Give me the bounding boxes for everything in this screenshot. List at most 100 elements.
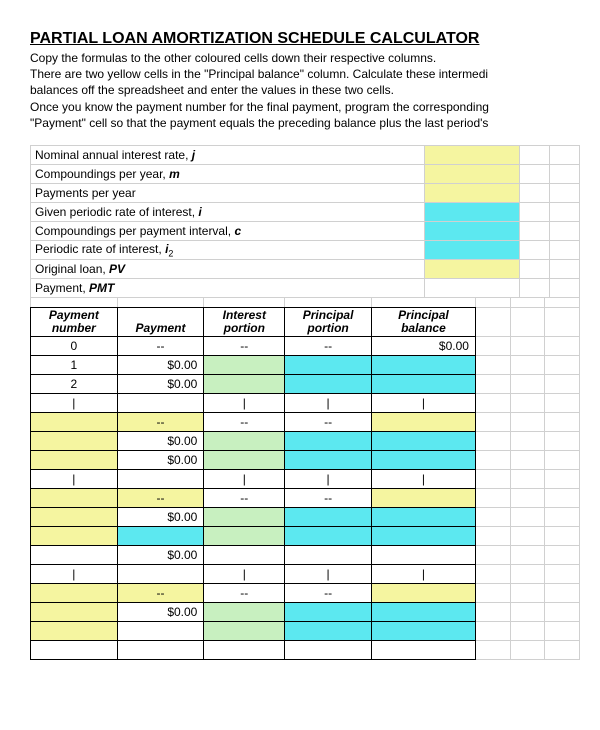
- schedule-cell[interactable]: [31, 451, 118, 470]
- schedule-cell: $0.00: [117, 432, 204, 451]
- extra-cell: [475, 527, 510, 546]
- extra-cell: [545, 584, 580, 603]
- schedule-cell[interactable]: [204, 432, 285, 451]
- schedule-cell[interactable]: [371, 432, 475, 451]
- extra-cell: [510, 375, 545, 394]
- schedule-cell[interactable]: [371, 489, 475, 508]
- schedule-cell: |: [371, 565, 475, 584]
- schedule-cell[interactable]: [285, 432, 372, 451]
- extra-cell: [510, 527, 545, 546]
- schedule-cell[interactable]: [371, 622, 475, 641]
- extra-cell: [550, 164, 580, 183]
- table-row: ||||: [31, 565, 580, 584]
- schedule-cell[interactable]: [117, 527, 204, 546]
- schedule-cell: |: [285, 565, 372, 584]
- schedule-cell[interactable]: [285, 508, 372, 527]
- schedule-cell[interactable]: [285, 527, 372, 546]
- extra-cell: [510, 337, 545, 356]
- schedule-cell: |: [31, 470, 118, 489]
- schedule-cell[interactable]: [204, 451, 285, 470]
- col-header-principal-balance: Principalbalance: [371, 307, 475, 336]
- schedule-cell[interactable]: [371, 451, 475, 470]
- instruction-line: Copy the formulas to the other coloured …: [30, 50, 580, 66]
- schedule-cell[interactable]: --: [117, 413, 204, 432]
- table-row: [31, 622, 580, 641]
- schedule-cell[interactable]: [31, 603, 118, 622]
- param-input-cell[interactable]: [425, 259, 520, 278]
- param-input-cell[interactable]: [425, 278, 520, 297]
- table-row: $0.00: [31, 546, 580, 565]
- schedule-cell[interactable]: [285, 622, 372, 641]
- extra-cell: [550, 221, 580, 240]
- schedule-cell[interactable]: [371, 508, 475, 527]
- param-label: Nominal annual interest rate, j: [31, 145, 425, 164]
- extra-cell: [510, 489, 545, 508]
- schedule-cell[interactable]: [31, 527, 118, 546]
- schedule-cell: [285, 641, 372, 660]
- schedule-cell: [31, 546, 118, 565]
- param-input-cell[interactable]: [425, 145, 520, 164]
- schedule-cell: |: [285, 470, 372, 489]
- schedule-cell[interactable]: [204, 622, 285, 641]
- schedule-cell[interactable]: [285, 451, 372, 470]
- param-input-cell[interactable]: [425, 164, 520, 183]
- schedule-cell[interactable]: [371, 413, 475, 432]
- extra-cell: [510, 413, 545, 432]
- extra-cell: [545, 432, 580, 451]
- schedule-cell[interactable]: [285, 375, 372, 394]
- schedule-cell: --: [117, 337, 204, 356]
- schedule-cell[interactable]: [204, 508, 285, 527]
- schedule-cell[interactable]: [31, 508, 118, 527]
- extra-cell: [510, 307, 545, 336]
- col-header-principal-portion: Principalportion: [285, 307, 372, 336]
- table-row: $0.00: [31, 508, 580, 527]
- schedule-cell[interactable]: [31, 584, 118, 603]
- schedule-cell[interactable]: [371, 375, 475, 394]
- schedule-cell: --: [204, 584, 285, 603]
- schedule-cell[interactable]: [285, 356, 372, 375]
- schedule-cell: |: [371, 470, 475, 489]
- schedule-cell[interactable]: [371, 603, 475, 622]
- instruction-line: Once you know the payment number for the…: [30, 99, 580, 115]
- extra-cell: [475, 641, 510, 660]
- schedule-cell[interactable]: [371, 527, 475, 546]
- extra-cell: [520, 221, 550, 240]
- schedule-cell[interactable]: [204, 603, 285, 622]
- extra-cell: [510, 470, 545, 489]
- param-label: Compoundings per payment interval, c: [31, 221, 425, 240]
- schedule-cell[interactable]: [31, 413, 118, 432]
- param-input-cell[interactable]: [425, 221, 520, 240]
- col-header-interest: Interestportion: [204, 307, 285, 336]
- param-input-cell[interactable]: [425, 183, 520, 202]
- schedule-cell: --: [285, 413, 372, 432]
- param-label: Original loan, PV: [31, 259, 425, 278]
- extra-cell: [510, 565, 545, 584]
- schedule-cell[interactable]: [204, 375, 285, 394]
- schedule-cell[interactable]: [31, 622, 118, 641]
- schedule-cell[interactable]: [204, 527, 285, 546]
- param-row: Periodic rate of interest, i2: [31, 240, 580, 259]
- schedule-cell: $0.00: [117, 546, 204, 565]
- schedule-cell[interactable]: [371, 356, 475, 375]
- table-row: ||||: [31, 394, 580, 413]
- extra-cell: [520, 278, 550, 297]
- param-input-cell[interactable]: [425, 240, 520, 259]
- schedule-cell: [117, 470, 204, 489]
- extra-cell: [545, 356, 580, 375]
- schedule-cell: |: [31, 394, 118, 413]
- schedule-cell[interactable]: [204, 356, 285, 375]
- schedule-cell: |: [204, 470, 285, 489]
- param-input-cell[interactable]: [425, 202, 520, 221]
- extra-cell: [520, 202, 550, 221]
- extra-cell: [545, 641, 580, 660]
- schedule-cell[interactable]: [371, 584, 475, 603]
- schedule-cell[interactable]: [31, 489, 118, 508]
- schedule-cell: [117, 641, 204, 660]
- schedule-cell[interactable]: --: [117, 584, 204, 603]
- schedule-cell[interactable]: [31, 432, 118, 451]
- schedule-cell: |: [204, 565, 285, 584]
- extra-cell: [545, 451, 580, 470]
- schedule-cell[interactable]: --: [117, 489, 204, 508]
- schedule-cell: $0.00: [117, 508, 204, 527]
- schedule-cell[interactable]: [285, 603, 372, 622]
